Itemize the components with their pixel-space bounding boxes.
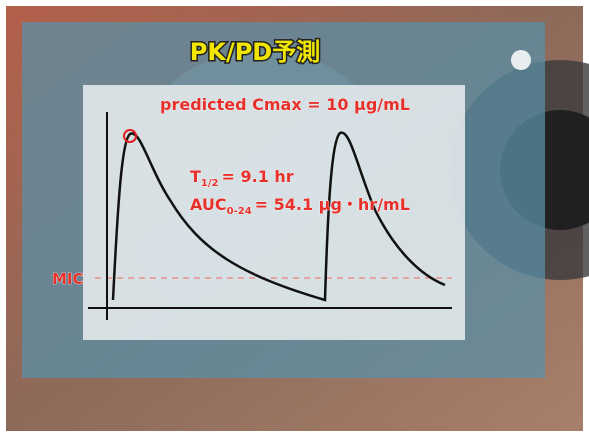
auc-rest: = 54.1 μg・hr/mL: [255, 195, 410, 214]
auc-sub: 0-24: [227, 206, 252, 217]
slide: PK/PD予測 predicted Cmax = 10 μg/mL MIC T1…: [0, 0, 589, 437]
title: PK/PD予測: [190, 38, 320, 66]
auc-main: AUC: [190, 195, 227, 214]
half-life-main: T: [190, 167, 201, 186]
half-life-rest: = 9.1 hr: [222, 167, 294, 186]
mic-label: MIC: [52, 270, 84, 288]
cmax-label: predicted Cmax = 10 μg/mL: [160, 95, 410, 114]
half-life-sub: 1/2: [201, 178, 219, 189]
dot: [511, 50, 531, 70]
auc-label: AUC0-24= 54.1 μg・hr/mL: [190, 195, 410, 217]
